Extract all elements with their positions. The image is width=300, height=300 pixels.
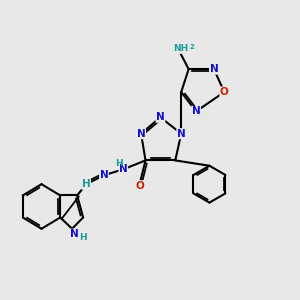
Text: O: O [220,87,229,97]
Text: O: O [135,181,144,191]
Text: NH: NH [174,44,189,53]
Text: H: H [79,232,86,242]
Text: N: N [209,64,218,74]
Text: 2: 2 [189,44,194,50]
Text: N: N [137,129,146,139]
Text: N: N [192,106,200,116]
Text: H: H [82,179,91,189]
Text: N: N [100,170,108,180]
Text: N: N [156,112,165,122]
Text: H: H [115,160,123,169]
Text: N: N [119,164,128,174]
Text: N: N [177,129,186,139]
Text: N: N [70,229,79,239]
